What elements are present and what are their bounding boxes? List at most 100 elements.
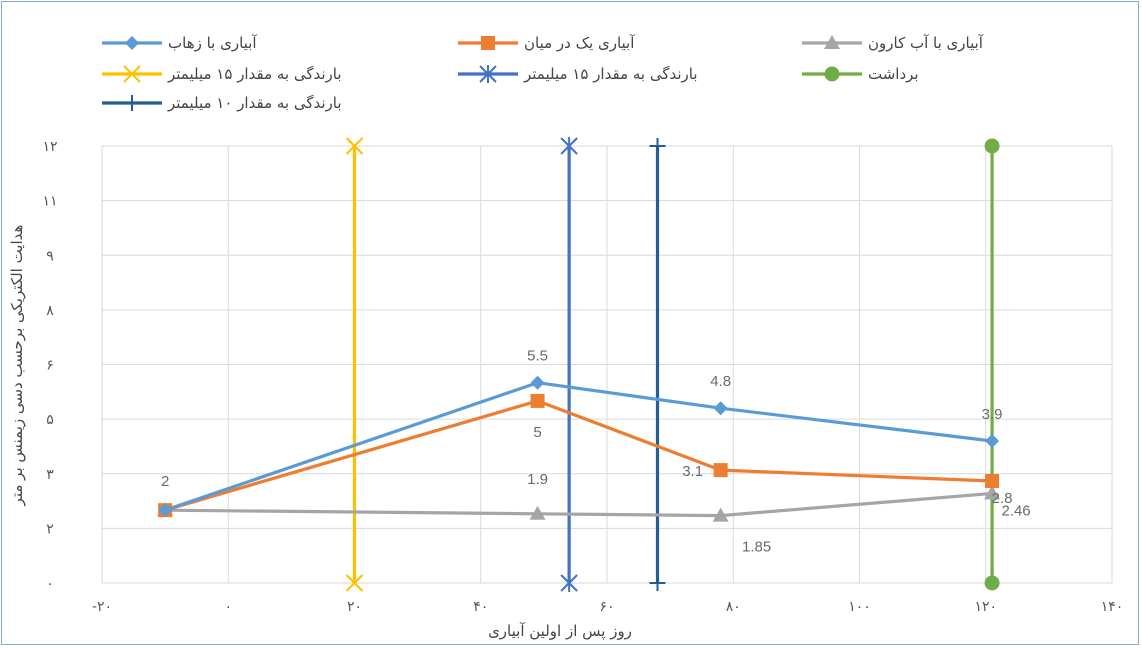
data-label: 3.1 [682,463,703,480]
y-tick-label: ۰ [46,576,54,592]
legend-swatch-marker-shape [824,35,840,49]
data-point-shape [985,433,1000,448]
legend-swatch-marker-shape [125,36,139,50]
legend-label: آبیاری با زهاب [168,34,257,52]
y-tick-label: ۹ [46,248,54,264]
data-label: 2 [161,473,169,490]
legend-label: آبیاری یک در میان [524,34,635,52]
series-3 [345,137,364,592]
legend-swatch-marker [123,65,141,83]
data-point-shape [158,503,173,518]
y-tick-label: ۸ [46,303,54,319]
x-tick-label: ۶۰ [599,599,614,615]
y-tick-label: ۵ [46,412,54,428]
legend-swatch-marker [824,66,840,82]
legend-item-4: بارندگی به مقدار ۱۵ میلیمتر [458,65,698,83]
data-point [713,401,728,416]
legend-item-3: بارندگی به مقدار ۱۵ میلیمتر [102,65,342,83]
series-4 [560,137,578,592]
legend-swatch-marker [125,36,139,50]
data-point-shape [530,393,545,408]
x-tick-label: ۲۰ [347,599,362,615]
legend-swatch-marker-shape [824,66,840,82]
data-point [530,375,545,390]
data-point [345,574,364,592]
legend-item-6: بارندگی به مقدار ۱۰ میلیمتر [102,94,342,112]
data-point [345,137,364,155]
data-label: 2.8 [992,490,1013,507]
y-axis-title: هدایت الکتریکی برحسب دسی زیمنس بر متر [8,224,26,506]
data-point [984,138,1000,154]
data-label: 2.46 [1001,502,1030,519]
data-point-stroke-b [345,574,364,592]
legend-swatch-marker-shape [481,36,495,50]
data-point [530,393,545,408]
data-point [529,505,546,520]
series-1 [158,393,1000,518]
y-tick-label: ۶ [46,358,54,374]
legend-swatch-marker [124,95,140,111]
series-5 [984,138,1000,591]
legend: آبیاری با زهاب آبیاری یک در میان آبیاری با… [102,34,984,112]
data-point [560,137,578,155]
data-point [560,574,578,592]
series-6 [649,138,666,591]
legend-item-5: برداشت [802,65,919,83]
data-point [985,433,1000,448]
data-point-shape [529,505,546,520]
tick-labels: -۲۰ ۰ ۲۰ ۴۰ ۶۰ ۸۰ ۱۰۰ ۱۲۰ ۱۴۰ ۰ ۲ ۳ ۵ ۶ ۸ ۹ ۱۱ ۱۲ [42,139,1123,615]
data-label: 1.9 [527,471,548,488]
data-point-shape [985,474,1000,489]
series-line [165,491,993,518]
data-labels: 5.5 4.8 3.9 2 5 3.1 2.8 1.9 1.85 2.46 [161,348,1031,556]
series-line [164,381,993,512]
data-point [984,485,1001,500]
data-point-shape [984,138,1000,154]
legend-item-2: آبیاری با آب کارون [802,34,984,52]
data-label: 1.85 [742,539,771,556]
series-2 [157,485,1001,522]
x-tick-label: ۱۰۰ [848,599,871,615]
data-point [985,474,1000,489]
x-tick-label: ۰ [224,599,232,615]
legend-item-1: آبیاری یک در میان [458,34,635,52]
y-tick-label: ۱۱ [42,194,57,210]
data-point-shape [713,401,728,416]
x-tick-label: ۴۰ [473,599,488,615]
data-point [984,575,1000,591]
data-label: 5 [533,424,541,441]
x-tick-label: -۲۰ [92,599,112,615]
data-point [712,507,729,522]
legend-swatch-marker [481,36,495,50]
legend-label: برداشت [868,65,919,83]
legend-swatch-marker [479,65,497,83]
y-tick-label: ۱۲ [42,139,57,155]
data-point-shape [530,375,545,390]
x-tick-label: ۱۴۰ [1101,599,1124,615]
data-label: 4.8 [710,373,731,390]
x-tick-label: ۱۲۰ [974,599,997,615]
grid [101,145,1113,584]
legend-label: بارندگی به مقدار ۱۵ میلیمتر [523,65,698,83]
series-0 [158,375,1000,518]
data-label: 5.5 [527,348,548,365]
data-point-shape [712,507,729,522]
data-point-stroke-b [345,137,364,155]
legend-swatch-marker [824,35,840,49]
y-tick-label: ۲ [46,521,54,537]
legend-label: آبیاری با آب کارون [868,34,984,52]
data-point [713,463,728,478]
data-point-shape [984,575,1000,591]
x-axis-title: روز پس از اولین آبیاری [488,622,632,641]
data-point-shape [713,463,728,478]
legend-swatch-marker-stroke-b [123,65,141,83]
data-point-shape [984,485,1001,500]
legend-label: بارندگی به مقدار ۱۰ میلیمتر [167,94,342,112]
y-tick-label: ۳ [46,467,54,483]
series-layer [157,137,1001,592]
data-point [158,503,173,518]
x-tick-label: ۸۰ [726,599,741,615]
data-point [649,138,666,154]
